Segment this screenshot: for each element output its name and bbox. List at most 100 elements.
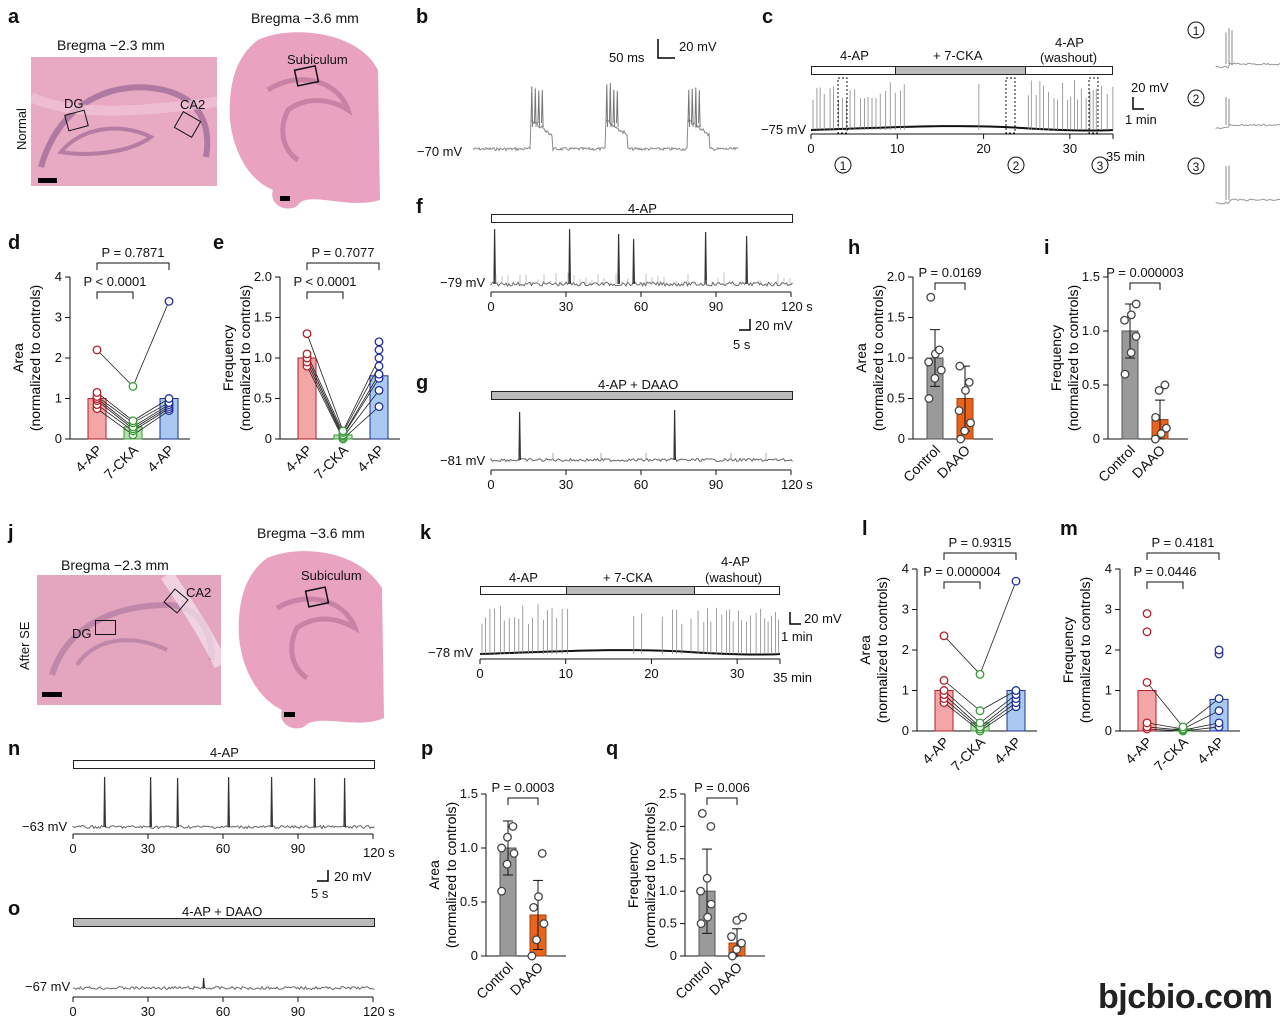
scale-time-label: 5 s (311, 886, 329, 901)
axis-tick-label: 30 (141, 841, 155, 856)
panel-label-p: p (421, 738, 434, 760)
data-point (164, 296, 174, 306)
panel-label-o: o (8, 898, 21, 920)
dg-box (95, 620, 116, 635)
data-point (939, 675, 949, 685)
marker-circle (1187, 21, 1205, 39)
axis-tick-label: 35 min (773, 670, 813, 685)
y-tick-label: 0 (670, 948, 677, 963)
trace-baseline (72, 985, 375, 991)
panel-label-b: b (416, 6, 429, 28)
condition-label: + 7-CKA (603, 570, 653, 585)
y-axis-label: Area(normalized to controls) (853, 285, 886, 431)
inset-trace (1215, 123, 1280, 130)
y-tick-label: 4 (902, 561, 909, 576)
data-point (1214, 718, 1224, 728)
data-point (1156, 429, 1166, 439)
axis-tick-label: 35 min (1106, 149, 1146, 164)
y-tick-label: 4 (1105, 561, 1112, 576)
axis-tick-label: 90 (709, 299, 723, 314)
category-label: 4-AP (354, 442, 387, 475)
y-axis-label: Frequency(normalized to controls) (1048, 285, 1081, 431)
resting-potential-label: −75 mV (761, 122, 807, 137)
paired-line (306, 361, 380, 439)
marker-label: 1 (840, 159, 847, 173)
voltage-trace-f (490, 228, 793, 288)
condition-bar (491, 214, 793, 223)
scale-bar (42, 692, 62, 697)
data-point (961, 385, 970, 395)
panel-label-j: j (8, 522, 14, 544)
data-point (1214, 694, 1224, 704)
y-tick-label: 1.5 (887, 310, 905, 325)
bregma-label: Bregma −3.6 mm (257, 525, 365, 541)
data-point (1126, 310, 1136, 320)
subiculum-label: Subiculum (301, 568, 362, 583)
axis-tick-label: 0 (69, 841, 76, 856)
axis-tick-label: 10 (558, 666, 572, 681)
paired-line (1146, 682, 1220, 728)
panel-label-a: a (8, 6, 20, 28)
significance-bracket (306, 262, 380, 270)
condition-label: 4-AP (509, 570, 538, 585)
data-point (939, 686, 949, 695)
data-point (934, 345, 944, 355)
condition-label: (washout) (705, 570, 763, 585)
significance-bracket (306, 291, 344, 299)
y-tick-label: 4 (55, 269, 62, 284)
inspection-box (1088, 77, 1099, 134)
axis-tick-label: 20 (976, 141, 990, 156)
y-tick-label: 1 (1105, 683, 1112, 698)
y-tick-label: 0 (902, 723, 909, 738)
data-point (539, 919, 549, 929)
trace-spike (704, 231, 707, 285)
trace-spike (202, 977, 205, 989)
condition-bar (491, 391, 793, 400)
data-point (1131, 299, 1141, 309)
y-axis-label: Area(normalized to controls) (857, 577, 890, 723)
condition-label: After SE (17, 621, 32, 670)
trace-spike (632, 238, 635, 285)
data-point (936, 365, 946, 375)
axis-tick-label: 0 (69, 1004, 76, 1019)
y-tick-label: 0.5 (254, 391, 272, 406)
data-point (1120, 315, 1129, 325)
marker-circle (834, 156, 852, 174)
data-point (954, 406, 964, 416)
trace-baseline (479, 649, 781, 656)
resting-potential-label: −78 mV (428, 645, 474, 660)
data-point (374, 361, 384, 371)
category-label: 7-CKA (1151, 733, 1192, 774)
paired-line (306, 357, 380, 437)
condition-bar-4ap (811, 66, 897, 75)
condition-bar-7cka (895, 66, 1027, 75)
y-tick-label: 3 (55, 310, 62, 325)
time-axis: 0 10 20 30 1 2 3 (807, 133, 1114, 174)
resting-potential-label: −81 mV (440, 453, 486, 468)
y-tick-label: 2 (55, 350, 62, 365)
axis-tick-label: 30 (1063, 141, 1077, 156)
panel-label-m: m (1060, 518, 1078, 540)
data-point (706, 899, 716, 909)
ca2-label: CA2 (186, 585, 212, 600)
hippocampus-drawing (49, 575, 221, 676)
scale-voltage-label: 20 mV (334, 869, 372, 884)
data-point (302, 329, 312, 339)
scale-voltage-label: 20 mV (804, 611, 842, 626)
panel-label-h: h (848, 237, 861, 259)
axis-tick-label: 30 (730, 666, 744, 681)
data-point (924, 357, 934, 367)
trace-baseline (490, 457, 793, 463)
condition-label: 4-AP (210, 745, 239, 760)
trace-spike (568, 228, 571, 285)
category-label: DAAO (507, 959, 546, 998)
data-point (964, 377, 974, 387)
marker-label: 3 (1193, 160, 1200, 174)
trace-spike (687, 89, 691, 128)
p-value-label: P < 0.0001 (83, 274, 146, 289)
histology-hippocampus-image (37, 575, 221, 705)
axis-tick-label: 0 (487, 477, 494, 492)
condition-bar-4ap (480, 586, 568, 595)
